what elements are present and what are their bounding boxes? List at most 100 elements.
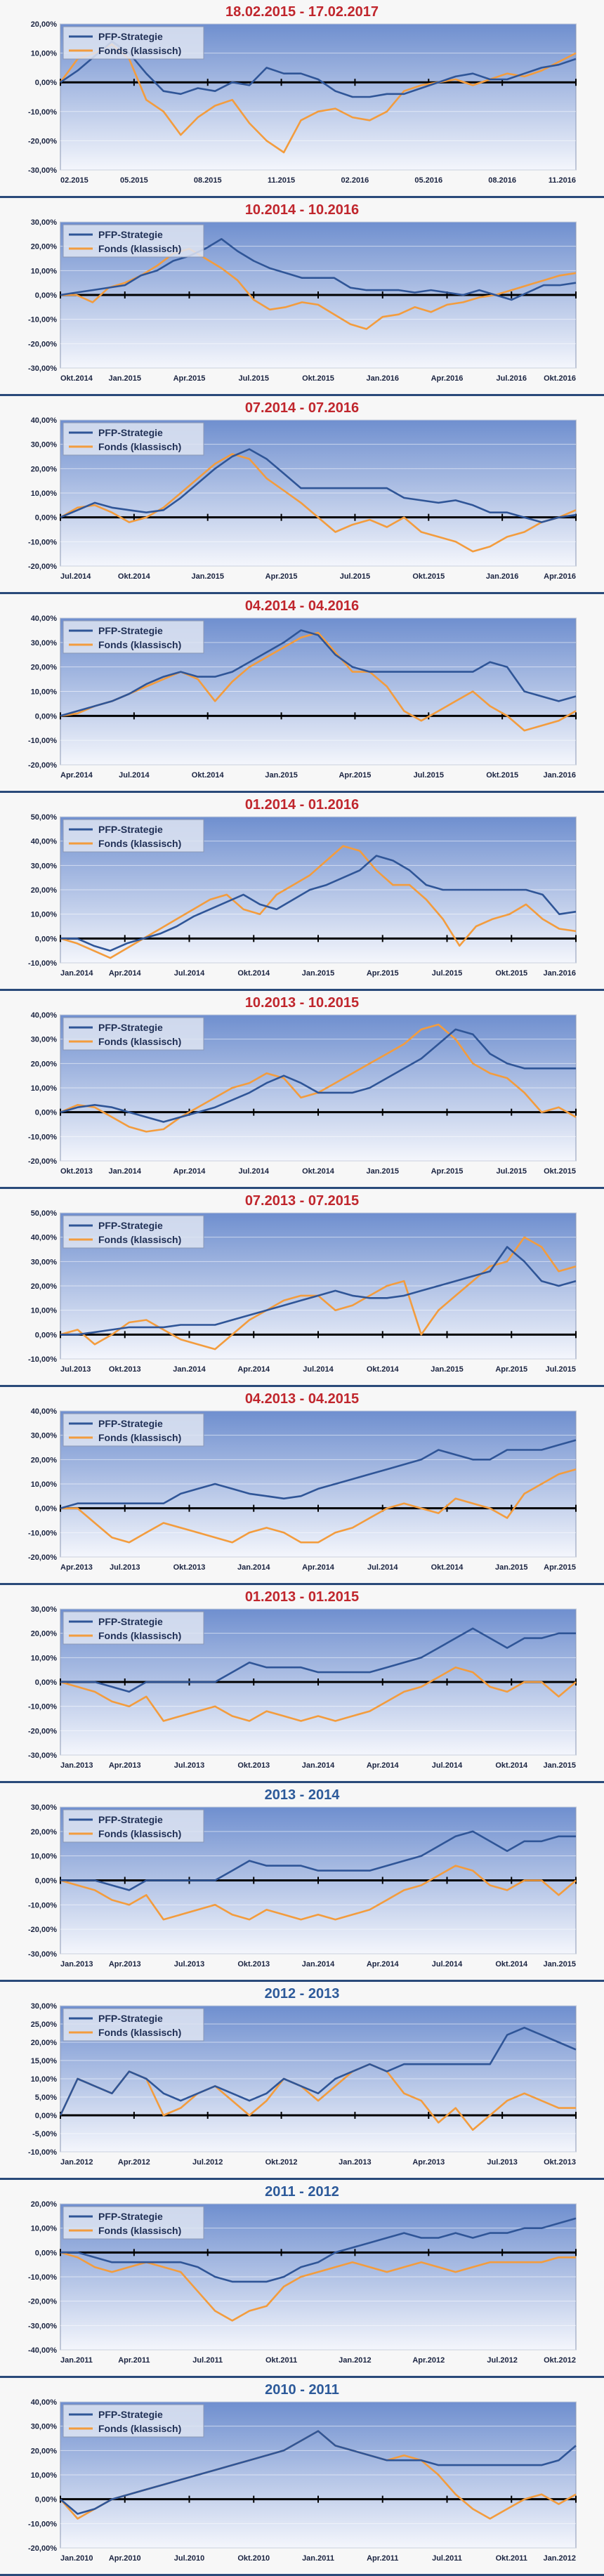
- chart-panel: 2011 - 2012 20,00% 10,00% 0,00% -10,00% -20,0…: [0, 2180, 604, 2378]
- legend-label: PFP-Strategie: [98, 1022, 163, 1033]
- x-tick-label: Okt.2015: [302, 374, 334, 383]
- x-tick-label: Okt.2013: [173, 1563, 206, 1572]
- x-tick-label: Jul.2015: [546, 1365, 576, 1374]
- y-tick-label: 50,00%: [31, 1209, 58, 1218]
- y-tick-label: 10,00%: [31, 2225, 58, 2233]
- x-tick-label: Okt.2015: [495, 969, 527, 978]
- chart-title: 2012 - 2013: [264, 1986, 340, 2002]
- series-line-pfp: [60, 448, 577, 523]
- chart-panel: 07.2014 - 07.2016 40,00% 30,00% 20,00% 10,00…: [0, 396, 604, 594]
- x-tick-label: Jan.2016: [486, 572, 518, 581]
- x-tick-label: Okt.2014: [302, 1167, 335, 1176]
- x-tick-label: Jul.2013: [110, 1563, 140, 1572]
- x-tick-label: Jan.2014: [302, 1960, 335, 1969]
- x-tick-label: Apr.2014: [367, 1960, 400, 1969]
- y-tick-label: 20,00%: [31, 2039, 58, 2047]
- y-tick-label: -30,00%: [28, 166, 57, 175]
- y-tick-label: 30,00%: [31, 218, 58, 227]
- legend-label: Fonds (klassisch): [98, 1036, 181, 1047]
- x-tick-label: Apr.2013: [412, 2158, 445, 2167]
- x-tick-label: Apr.2011: [367, 2554, 398, 2563]
- x-tick-label: Jan.2014: [237, 1563, 270, 1572]
- x-tick-label: Okt.2014: [60, 374, 93, 383]
- x-tick-label: Jan.2015: [544, 1761, 576, 1770]
- legend-label: Fonds (klassisch): [98, 2423, 181, 2434]
- y-tick-label: -10,00%: [28, 1901, 57, 1910]
- x-tick-label: Jul.2013: [60, 1365, 91, 1374]
- x-tick-label: Apr.2014: [367, 1761, 400, 1770]
- y-tick-label: 10,00%: [31, 1480, 58, 1489]
- y-tick-label: -10,00%: [28, 2273, 57, 2282]
- y-tick-label: -20,00%: [28, 761, 57, 770]
- x-tick-label: Okt.2015: [544, 1167, 576, 1176]
- line-chart: 30,00% 25,00% 20,00% 15,00% 10,00% 5,00% 0,00%…: [28, 2002, 577, 2167]
- x-tick-label: Apr.2013: [60, 1563, 93, 1572]
- y-tick-label: 0,00%: [35, 1877, 57, 1886]
- x-tick-label: Jan.2011: [302, 2554, 334, 2563]
- x-tick-label: Apr.2011: [118, 2356, 150, 2365]
- line-chart: 40,00% 30,00% 20,00% 10,00% 0,00% -10,00% -20,…: [28, 1011, 577, 1176]
- x-tick-label: Jan.2014: [109, 1167, 142, 1176]
- x-tick-label: Apr.2010: [109, 2554, 141, 2563]
- x-tick-label: Jul.2014: [60, 572, 91, 581]
- legend-label: Fonds (klassisch): [98, 243, 181, 254]
- y-tick-label: 40,00%: [31, 1234, 58, 1242]
- chart-panel: 01.2014 - 01.2016 50,00% 40,00% 30,00% 20,00…: [0, 793, 604, 991]
- x-tick-label: 05.2015: [120, 176, 148, 185]
- legend-label: Fonds (klassisch): [98, 838, 181, 849]
- y-tick-label: -20,00%: [28, 1727, 57, 1735]
- x-tick-label: Jul.2015: [497, 1167, 527, 1176]
- y-tick-label: 30,00%: [31, 1605, 58, 1614]
- y-tick-label: 10,00%: [31, 2075, 58, 2084]
- x-tick-label: Jan.2015: [431, 1365, 463, 1374]
- x-tick-label: Okt.2014: [118, 572, 151, 581]
- line-chart: 40,00% 30,00% 20,00% 10,00% 0,00% -10,00% -20,…: [28, 1407, 577, 1572]
- x-tick-label: Apr.2014: [109, 969, 142, 978]
- y-tick-label: -20,00%: [28, 563, 57, 571]
- x-tick-label: Jul.2011: [432, 2554, 462, 2563]
- x-tick-label: Apr.2014: [173, 1167, 206, 1176]
- x-tick-label: Okt.2014: [367, 1365, 400, 1374]
- series-line-pfp: [60, 1246, 577, 1336]
- x-tick-label: Okt.2015: [486, 771, 518, 780]
- x-tick-label: Apr.2014: [60, 771, 93, 780]
- x-tick-label: Okt.2014: [495, 1761, 528, 1770]
- legend-label: Fonds (klassisch): [98, 1828, 181, 1839]
- y-tick-label: 20,00%: [31, 243, 58, 251]
- y-tick-label: -20,00%: [28, 1157, 57, 1166]
- y-tick-label: 0,00%: [35, 1505, 57, 1513]
- y-tick-label: -30,00%: [28, 2322, 57, 2330]
- series-line-pfp: [60, 40, 577, 98]
- legend: [63, 2404, 204, 2438]
- x-tick-label: Okt.2010: [237, 2554, 270, 2563]
- x-tick-label: Apr.2015: [173, 374, 206, 383]
- series-line-pfp: [59, 2026, 577, 2116]
- x-tick-label: Jul.2014: [303, 1365, 334, 1374]
- y-tick-label: -20,00%: [28, 2544, 57, 2553]
- y-tick-label: 0,00%: [35, 935, 57, 943]
- chart-panel: 01.2013 - 01.2015 30,00% 20,00% 10,00% 0,00%…: [0, 1585, 604, 1783]
- y-tick-label: 20,00%: [31, 2447, 58, 2455]
- y-tick-label: -20,00%: [28, 1553, 57, 1562]
- x-tick-label: Jul.2010: [174, 2554, 204, 2563]
- y-tick-label: -10,00%: [28, 538, 57, 546]
- y-tick-label: 10,00%: [31, 1307, 58, 1315]
- y-tick-label: 40,00%: [31, 1011, 58, 1020]
- x-tick-label: Okt.2014: [495, 1960, 528, 1969]
- x-tick-label: Apr.2013: [109, 1761, 141, 1770]
- line-chart: 30,00% 20,00% 10,00% 0,00% -10,00% -20,00% -30…: [28, 218, 577, 383]
- legend-label: Fonds (klassisch): [98, 2027, 181, 2038]
- x-tick-label: Jul.2011: [192, 2356, 223, 2365]
- x-tick-label: 02.2015: [60, 176, 88, 185]
- x-tick-label: Jul.2015: [340, 572, 370, 581]
- y-tick-label: -10,00%: [28, 1355, 57, 1364]
- legend-label: Fonds (klassisch): [98, 1630, 181, 1641]
- legend-label: PFP-Strategie: [98, 2211, 163, 2222]
- series-line-pfp: [60, 237, 577, 301]
- y-tick-label: 20,00%: [31, 465, 58, 473]
- x-tick-label: Okt.2015: [412, 572, 445, 581]
- y-tick-label: 0,00%: [35, 79, 57, 87]
- y-tick-label: 30,00%: [31, 441, 58, 449]
- x-tick-label: Okt.2012: [265, 2158, 298, 2167]
- chart-panel: 2013 - 2014 30,00% 20,00% 10,00% 0,00% -10,00…: [0, 1783, 604, 1982]
